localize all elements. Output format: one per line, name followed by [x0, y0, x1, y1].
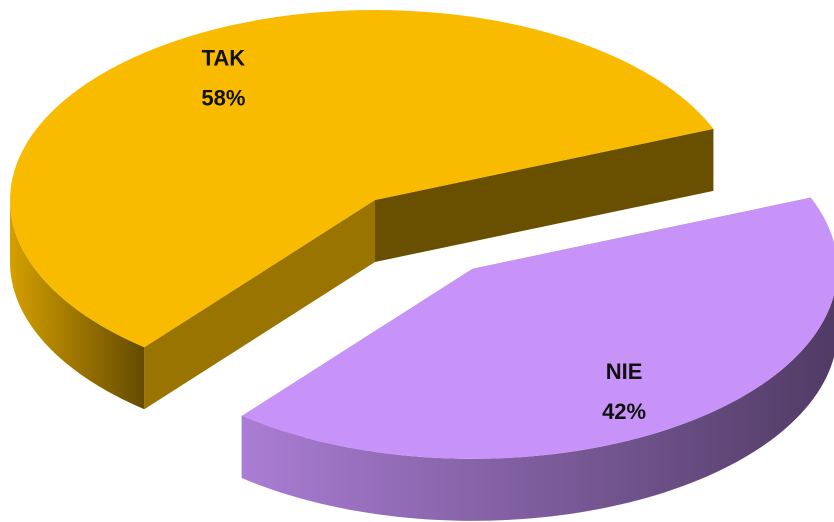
slice-side: [375, 128, 714, 262]
slice-label: TAK: [202, 45, 246, 70]
slice: [241, 197, 834, 459]
slice-wall: [10, 200, 145, 410]
slice: [10, 10, 714, 348]
slice-value-label: 58%: [201, 85, 245, 110]
slice-label: NIE: [606, 359, 643, 384]
slice-value-label: 42%: [602, 399, 646, 424]
slice-side: [144, 200, 375, 410]
slice-wall: [241, 294, 834, 521]
